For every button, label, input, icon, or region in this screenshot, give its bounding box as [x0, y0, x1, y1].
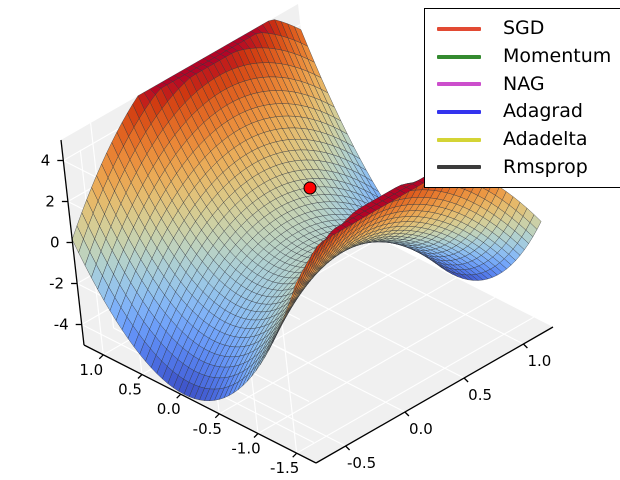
legend-label: NAG — [503, 72, 545, 95]
axis-tick-label: 0.0 — [409, 420, 433, 438]
legend-label: Adagrad — [503, 100, 583, 123]
axis-tick-label: -4 — [54, 316, 69, 334]
legend-label: SGD — [503, 17, 545, 40]
legend-entry-adagrad[interactable]: Adagrad — [425, 98, 620, 126]
legend-label: Momentum — [503, 45, 612, 67]
legend-swatch-adadelta — [437, 137, 481, 142]
axis-tick-label: 1.0 — [79, 361, 103, 379]
axis-tick-label: 4 — [41, 152, 51, 170]
legend-swatch-adagrad — [437, 109, 481, 114]
start-point — [303, 181, 317, 195]
legend-label: Rmsprop — [503, 155, 588, 178]
axis-tick-label: 2 — [45, 193, 55, 211]
axis-tick-label: -0.5 — [347, 454, 376, 472]
legend-label: Adadelta — [503, 128, 588, 151]
axis-tick-label: -1.5 — [270, 459, 299, 477]
legend-entry-adadelta[interactable]: Adadelta — [425, 126, 620, 154]
legend-entry-rmsprop[interactable]: Rmsprop — [425, 153, 620, 181]
axis-tick-label: 0.5 — [118, 381, 142, 399]
legend-swatch-sgd — [437, 26, 481, 31]
axis-tick-labels: 1.0 0.5 0.0 -0.5 -1.0 -1.5 -0.5 0.0 0.5 1.0 4 2 0 -2 -… — [41, 152, 552, 478]
axis-tick-label: 0.5 — [468, 386, 492, 404]
legend-swatch-rmsprop — [437, 165, 481, 170]
axis-tick-label: 0.0 — [157, 400, 181, 418]
legend-entry-momentum[interactable]: Momentum — [425, 43, 620, 71]
surface-mesh — [71, 19, 542, 402]
legend[interactable]: SGD Momentum NAG Adagrad Adadelta Rmsprop — [424, 8, 620, 188]
axis-tick-label: -2 — [49, 275, 64, 293]
legend-swatch-nag — [437, 82, 481, 87]
legend-entry-nag[interactable]: NAG — [425, 70, 620, 98]
axis-tick-label: 0 — [50, 234, 60, 252]
axis-tick-marks — [57, 159, 528, 458]
axis-tick-label: -0.5 — [193, 420, 222, 438]
legend-swatch-momentum — [437, 54, 481, 59]
x-axis-spine — [83, 344, 317, 464]
y-axis-spine — [315, 326, 554, 464]
axis-tick-label: -1.0 — [231, 440, 260, 458]
axis-tick-label: 1.0 — [527, 352, 551, 370]
data-point-markers — [303, 181, 317, 195]
legend-entry-sgd[interactable]: SGD — [425, 15, 620, 43]
